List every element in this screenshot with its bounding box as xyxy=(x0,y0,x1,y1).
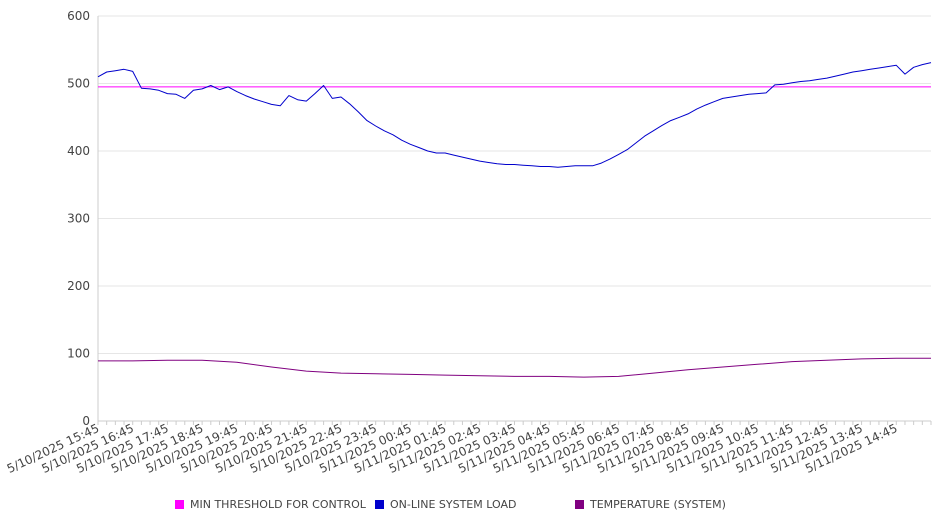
y-tick-labels: 0 100 200 300 400 500 600 xyxy=(67,9,90,428)
y-tick-label: 400 xyxy=(67,144,90,158)
legend-swatch xyxy=(175,500,184,509)
legend-item-temperature[interactable]: TEMPERATURE (SYSTEM) xyxy=(575,498,726,511)
legend-item-system-load[interactable]: ON-LINE SYSTEM LOAD xyxy=(375,498,516,511)
legend-item-min-threshold[interactable]: MIN THRESHOLD FOR CONTROL xyxy=(175,498,366,511)
series-line-temperature xyxy=(98,357,931,378)
series-line-system-load xyxy=(97,62,932,168)
grid-lines xyxy=(98,15,931,354)
legend-swatch xyxy=(575,500,584,509)
y-tick-label: 600 xyxy=(67,9,90,23)
y-tick-label: 0 xyxy=(82,414,90,428)
y-tick-label: 300 xyxy=(67,212,90,226)
legend-swatch xyxy=(375,500,384,509)
legend-label: TEMPERATURE (SYSTEM) xyxy=(590,498,726,511)
legend-label: MIN THRESHOLD FOR CONTROL xyxy=(190,498,366,511)
y-tick-label: 100 xyxy=(67,347,90,361)
x-tick-labels: 5/10/2025 15:455/10/2025 16:455/10/2025 … xyxy=(5,421,900,476)
y-tick-label: 200 xyxy=(67,279,90,293)
series-lines xyxy=(97,62,932,378)
legend-label: ON-LINE SYSTEM LOAD xyxy=(390,498,517,511)
axes xyxy=(97,16,932,425)
y-tick-label: 500 xyxy=(67,77,90,91)
